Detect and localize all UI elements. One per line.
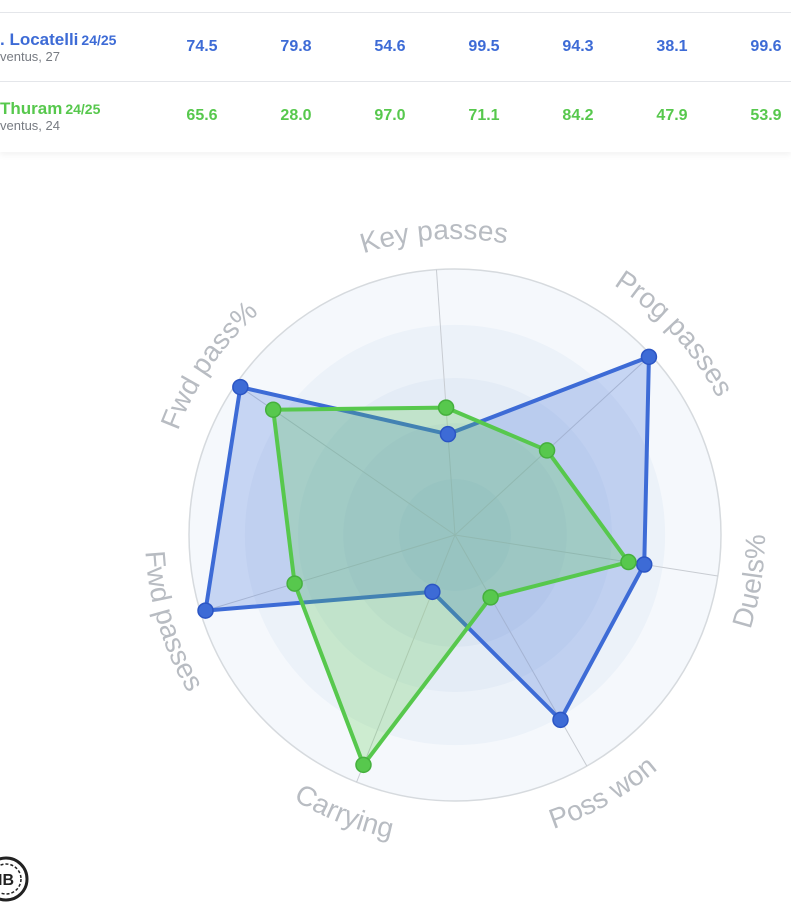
table-top-border [0,12,791,13]
player-team-age: ventus, 27 [0,49,60,64]
player-name-text: Thuram [0,99,63,118]
stat-value: 99.5 [468,38,500,55]
data-point [232,378,249,396]
player-season: 24/25 [65,101,101,117]
radar-spoke [454,534,588,767]
player-name[interactable]: Thuram 24/25 [0,99,100,119]
data-point [640,348,658,366]
stat-value: 65.6 [186,107,218,124]
radar-spoke [454,534,718,577]
player-name[interactable]: . Locatelli 24/25 [0,30,116,50]
player-season: 24/25 [81,32,117,48]
stat-value: 84.2 [562,107,594,124]
table-row[interactable]: Thuram 24/25 ventus, 24 65.6 28.0 97.0 71… [0,82,791,150]
logo-text: IB [0,872,14,889]
data-point [538,442,556,459]
radar-spoke [356,534,456,783]
stat-value: 74.5 [186,38,218,55]
data-point [620,553,637,571]
stat-value: 38.1 [656,38,688,55]
data-point [264,401,282,418]
stat-value: 99.6 [750,38,782,55]
table-row[interactable]: . Locatelli 24/25 ventus, 27 74.5 79.8 54… [0,13,791,81]
ib-logo-icon: IB [0,856,29,902]
data-point [424,583,441,601]
stat-value: 79.8 [280,38,312,55]
stat-value: 54.6 [374,38,406,55]
series-area-2 [271,405,631,767]
data-point [197,602,214,619]
stat-value: 28.0 [280,107,312,124]
radar-spoke [200,534,456,613]
row-divider [0,81,791,82]
data-point [635,556,653,573]
data-point [437,399,455,416]
stat-value: 53.9 [750,107,782,124]
stat-value: 71.1 [468,107,500,124]
data-point [439,425,457,443]
player-team-age: ventus, 24 [0,118,60,133]
data-point [286,575,303,592]
stat-value: 97.0 [374,107,406,124]
player-name-text: . Locatelli [0,30,79,49]
data-point [482,589,499,606]
comparison-table: . Locatelli 24/25 ventus, 27 74.5 79.8 54… [0,0,791,152]
axis-label: Duels% [726,534,771,632]
axis-label: Key passes [356,214,510,259]
stat-value: 94.3 [562,38,594,55]
stat-value: 47.9 [656,107,688,124]
data-point [552,711,569,729]
data-point [355,756,372,774]
